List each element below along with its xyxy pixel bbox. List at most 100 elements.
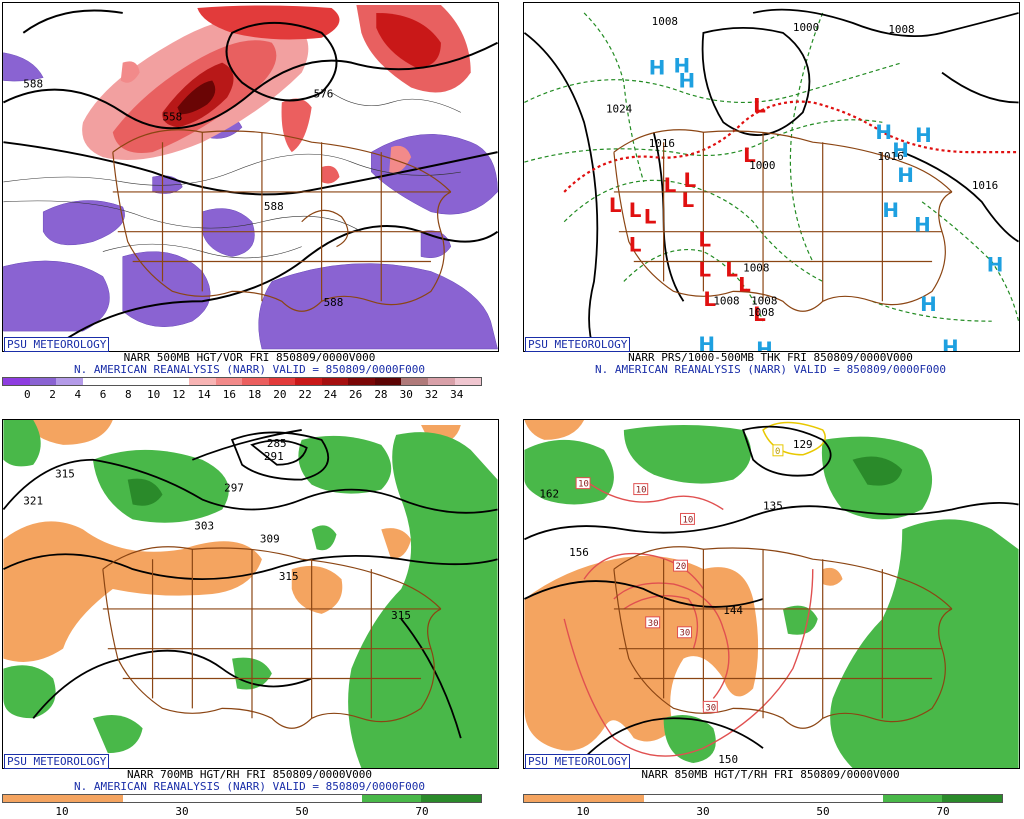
contour-label: 144	[723, 604, 743, 617]
isobar-label: 1016	[972, 179, 998, 192]
temperature-label: 10	[578, 480, 589, 490]
map-pressure-thickness: L L L L L L L L L L L L L L L H H H H H …	[523, 2, 1020, 352]
contour-label: 135	[763, 499, 783, 512]
high-pressure-label: H	[920, 293, 937, 316]
contour-label: 315	[391, 609, 411, 622]
colorbar-tick-label: 26	[349, 388, 363, 401]
colorbar-swatch	[62, 795, 123, 802]
contour-label: 291	[264, 450, 284, 463]
political-boundaries	[102, 546, 442, 729]
colorbar-swatch	[82, 378, 110, 385]
product-valid-line: N. AMERICAN REANALYSIS (NARR) VALID = 85…	[74, 780, 425, 793]
colorbar-swatch	[242, 378, 269, 385]
rh-colorbar-labels: 1030507090	[523, 805, 1003, 818]
low-pressure-label: L	[644, 206, 657, 229]
colorbar-tick-label: 50	[816, 805, 830, 818]
low-pressure-label: L	[664, 174, 677, 197]
colorbar-tick-label: 22	[298, 388, 312, 401]
contour-labels: 315 321 285 291 297 303 309 315 315	[23, 437, 411, 622]
colorbar-tick-label: 30	[696, 805, 710, 818]
isobar-label: 1016	[649, 137, 675, 150]
low-pressure-label: L	[698, 229, 711, 252]
colorbar-swatch	[135, 378, 163, 385]
isobar-label: 1000	[749, 159, 775, 172]
high-pressure-label: H	[679, 70, 696, 93]
colorbar-swatch	[3, 378, 30, 385]
colorbar-swatch	[822, 795, 883, 802]
contour-labels: 162 156 135 129 144 150	[539, 438, 812, 766]
map-500mb-vorticity: 588 576 558 588 588	[2, 2, 499, 352]
colorbar-tick-label: 30	[175, 805, 189, 818]
colorbar-tick-label: 2	[49, 388, 56, 401]
temperature-label: 30	[705, 703, 716, 713]
psu-meteorology-badge: PSU METEOROLOGY	[4, 337, 110, 352]
contour-label: 588	[23, 78, 43, 91]
low-pressure-label: L	[725, 258, 738, 281]
colorbar-swatch	[109, 378, 136, 385]
high-pressure-label: H	[897, 164, 914, 187]
product-title: NARR 850MB HGT/T/RH FRI 850809/0000V000	[641, 768, 900, 781]
contour-labels: 588 576 558 588 588	[23, 78, 343, 310]
high-pressure-label: H	[674, 55, 691, 78]
colorbar-swatch	[454, 378, 482, 385]
contour-label: 558	[163, 110, 183, 123]
high-pressure-label: H	[987, 253, 1004, 276]
low-pressure-label: L	[629, 234, 642, 257]
temperature-label: 30	[648, 619, 659, 629]
product-valid-line: N. AMERICAN REANALYSIS (NARR) VALID = 85…	[595, 363, 946, 376]
map-850mb-t-rh: 162 156 135 129 144 150 10 10 10 20 30 3…	[523, 419, 1020, 769]
low-pressure-label: L	[629, 199, 642, 222]
contour-label: 315	[279, 570, 299, 583]
contour-label: 156	[569, 546, 589, 559]
colorbar-tick-label: 70	[415, 805, 429, 818]
isotherms	[563, 479, 814, 757]
high-pressure-label: H	[875, 121, 892, 144]
colorbar-swatch	[182, 795, 242, 802]
very-moist-area	[127, 478, 163, 506]
colorbar-tick-label: 14	[197, 388, 211, 401]
high-pressure-label: H	[915, 124, 932, 147]
colorbar-swatch	[56, 378, 83, 385]
colorbar-tick-label: 24	[323, 388, 338, 401]
temperature-label: 10	[636, 486, 647, 496]
low-pressure-label: L	[753, 303, 766, 326]
rh-colorbar	[523, 794, 1003, 803]
dry-areas	[3, 420, 461, 662]
colorbar-tick-label: 70	[936, 805, 950, 818]
colorbar-swatch	[3, 795, 63, 802]
colorbar-tick-label: 10	[576, 805, 590, 818]
contour-label: 315	[55, 468, 75, 481]
colorbar-swatch	[401, 378, 428, 385]
colorbar-swatch	[321, 378, 349, 385]
contour-label: 576	[314, 87, 334, 100]
colorbar-swatch	[643, 795, 704, 802]
psu-meteorology-badge: PSU METEOROLOGY	[525, 754, 631, 769]
psu-meteorology-badge: PSU METEOROLOGY	[4, 754, 110, 769]
dry-areas	[524, 420, 843, 751]
colorbar-swatch	[374, 378, 402, 385]
colorbar-swatch	[162, 378, 189, 385]
colorbar-swatch	[583, 795, 644, 802]
high-pressure-label: H	[942, 336, 959, 352]
colorbar-swatch	[421, 795, 481, 802]
panel-850mb-t-rh: 162 156 135 129 144 150 10 10 10 20 30 3…	[521, 417, 1020, 818]
colorbar-tick-label: 28	[374, 388, 388, 401]
product-title: NARR PRS/1000-500MB THK FRI 850809/0000V…	[628, 351, 913, 364]
colorbar-tick-label: 32	[424, 388, 439, 401]
isobar-label: 1008	[713, 294, 739, 307]
vorticity-colorbar-labels: 0 2 4 6 8 10 12 14 16 18 20 22 24 26 28 30 32 34	[2, 388, 482, 401]
moist-areas	[3, 420, 498, 768]
contour-label: 588	[324, 296, 344, 309]
colorbar-swatch	[268, 378, 296, 385]
contour-label: 285	[267, 437, 287, 450]
low-pressure-label: L	[703, 288, 716, 311]
colorbar-swatch	[763, 795, 823, 802]
political-boundaries	[613, 129, 953, 312]
isobar-labels: 1008 1000 1008 1024 1016 1000 1016 1016 …	[606, 15, 998, 319]
colorbar-swatch	[188, 378, 216, 385]
panel-500mb-vorticity: 588 576 558 588 588 PSU METEOROLOGY NARR…	[0, 0, 499, 401]
high-pressure-label: H	[649, 57, 666, 80]
low-pressure-label: L	[682, 189, 695, 212]
very-moist-area	[852, 456, 903, 486]
colorbar-tick-label: 16	[222, 388, 236, 401]
